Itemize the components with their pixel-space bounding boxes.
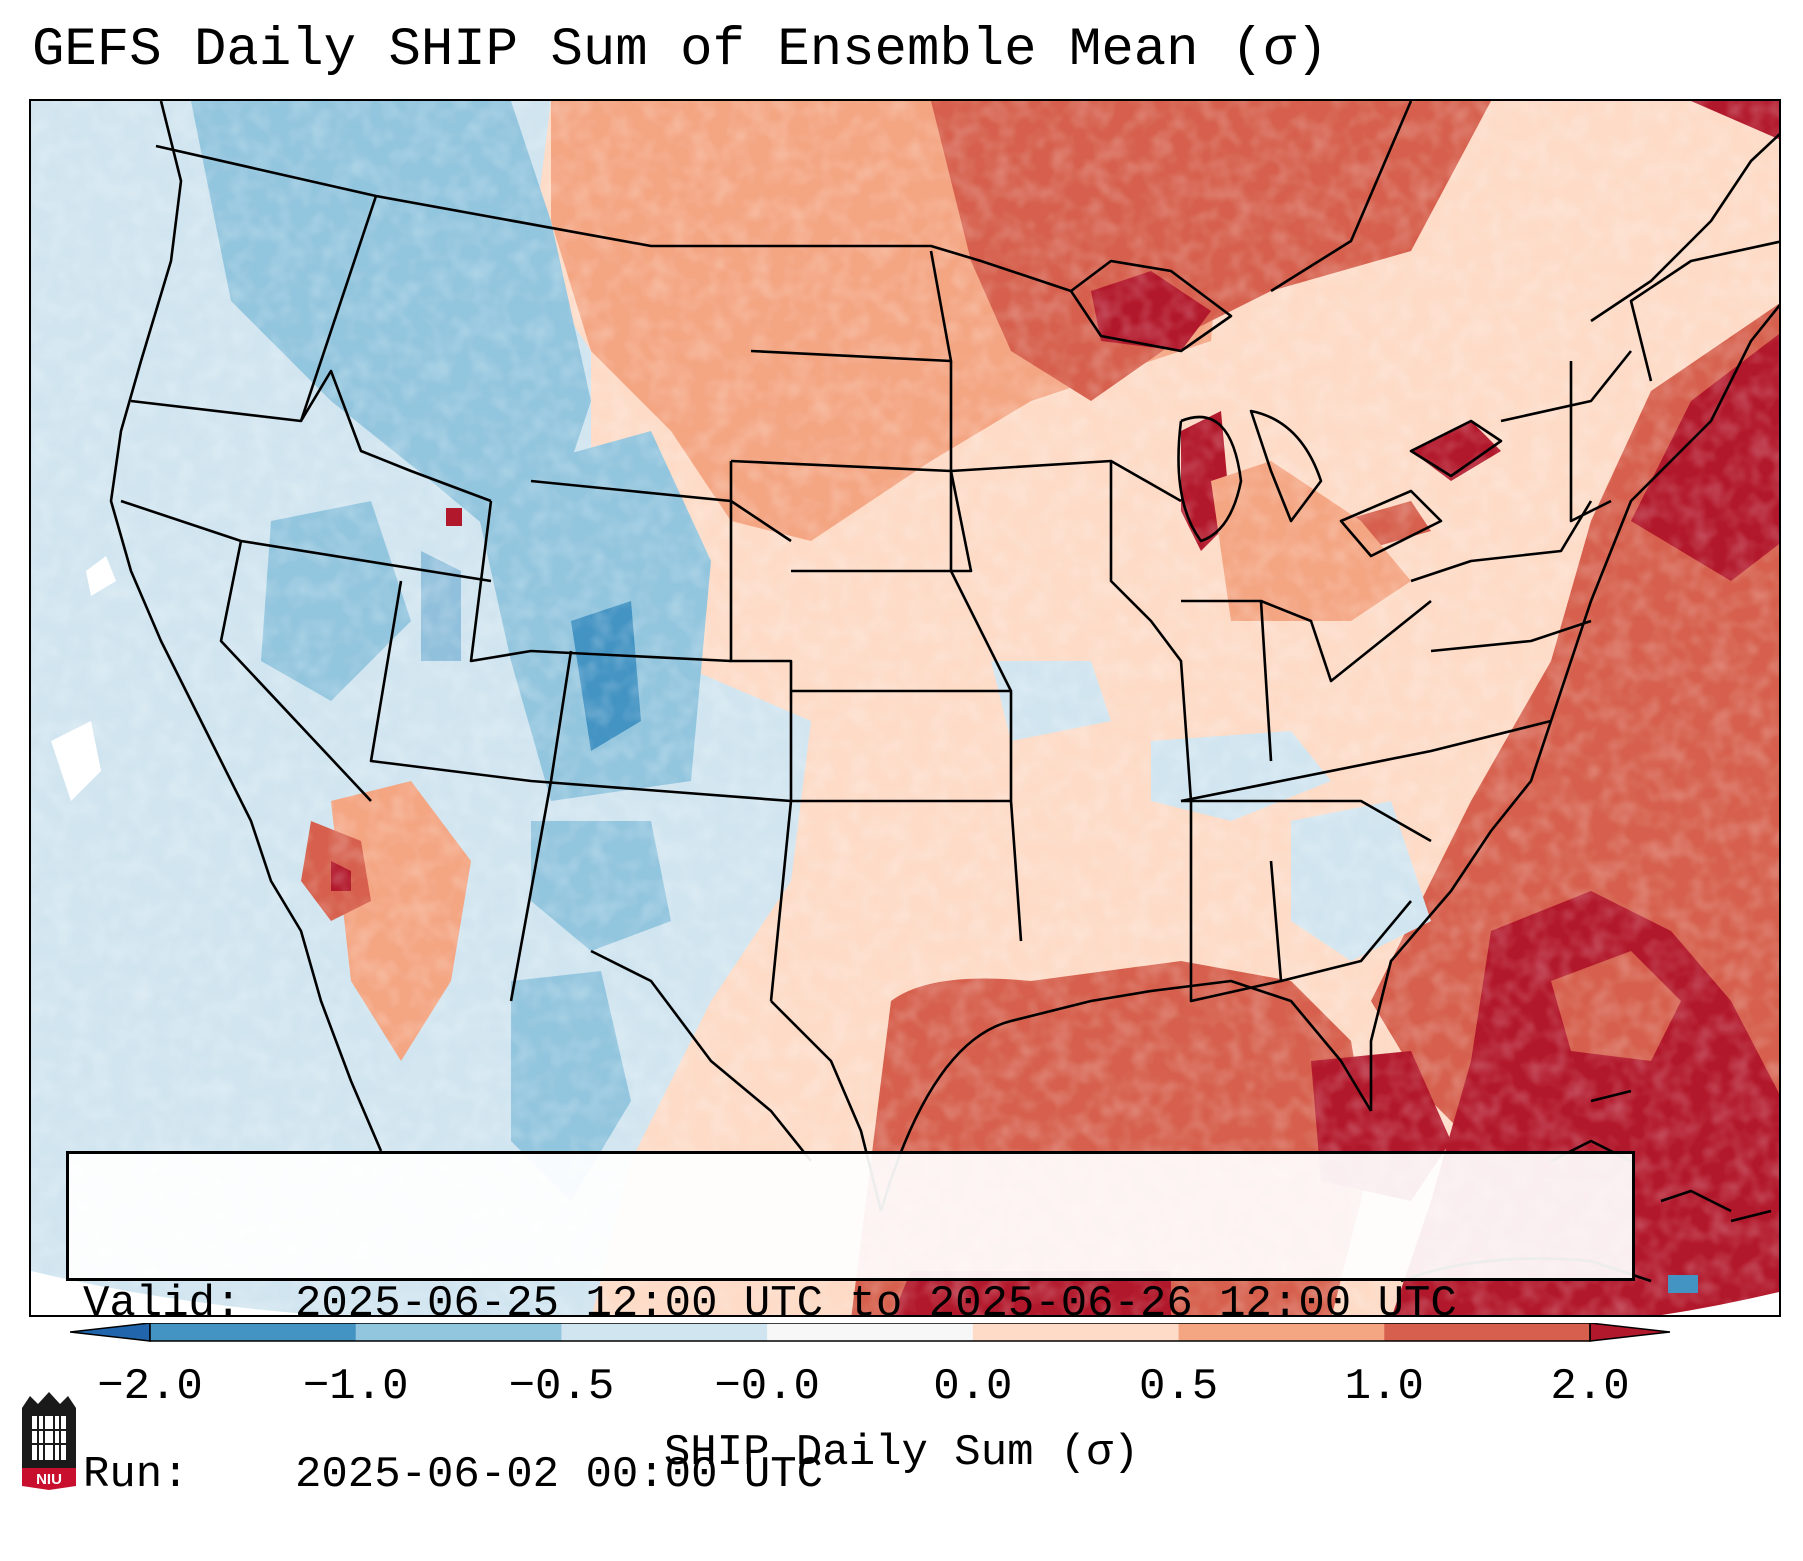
colorbar-bin <box>1384 1323 1591 1341</box>
colorbar-outline <box>149 1323 1591 1342</box>
colorbar <box>70 1323 1671 1342</box>
colorbar-tick: 1.0 <box>1344 1362 1424 1412</box>
run-label: Run: <box>83 1450 189 1500</box>
colorbar-tick: 0.5 <box>1138 1362 1219 1412</box>
colorbar-tick: −0.5 <box>508 1362 615 1412</box>
map-panel[interactable] <box>29 99 1781 1317</box>
colorbar-over-triangle <box>1589 1323 1671 1342</box>
colorbar-label: SHIP Daily Sum (σ) <box>663 1428 1140 1478</box>
niu-logo-icon: NIU <box>22 1392 76 1490</box>
colorbar-tick: −2.0 <box>97 1362 203 1412</box>
colorbar-tick: −0.0 <box>714 1362 820 1412</box>
run-row: Run: 2025-06-02 00:00 UTC <box>83 1447 1618 1504</box>
colorbar-tick: 0.0 <box>933 1362 1013 1412</box>
valid-label: Valid: <box>83 1279 242 1329</box>
colorbar-bin <box>561 1323 768 1341</box>
colorbar-bin <box>972 1323 1180 1341</box>
colorbar-bin <box>767 1323 974 1341</box>
colorbar-bins <box>150 1323 1591 1341</box>
colorbar-bin <box>150 1323 357 1341</box>
map-canvas <box>31 101 1779 1315</box>
colorbar-bin <box>355 1323 562 1341</box>
colorbar-under-triangle <box>70 1323 151 1342</box>
colorbar-tick: 2.0 <box>1550 1362 1630 1412</box>
shading-field <box>31 101 1779 1315</box>
colorbar-bin <box>1178 1323 1385 1341</box>
map-title: GEFS Daily SHIP Sum of Ensemble Mean (σ) <box>32 20 1329 81</box>
valid-value: 2025-06-25 12:00 UTC to 2025-06-26 12:00… <box>295 1279 1457 1329</box>
run-value: 2025-06-02 00:00 UTC <box>295 1450 824 1500</box>
colorbar-tick: −1.0 <box>302 1362 409 1412</box>
valid-run-box: Valid: 2025-06-25 12:00 UTC to 2025-06-26… <box>66 1151 1635 1500</box>
niu-logo-text: NIU <box>36 1471 62 1488</box>
valid-row: Valid: 2025-06-25 12:00 UTC to 2025-06-26… <box>83 1276 1618 1333</box>
